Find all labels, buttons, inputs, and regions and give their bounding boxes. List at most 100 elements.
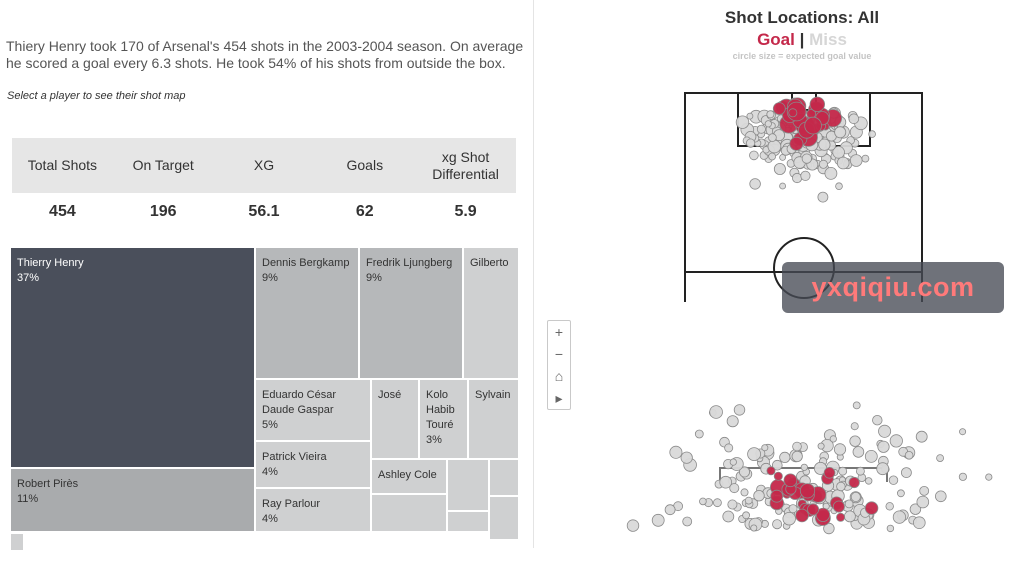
- treemap-tile[interactable]: [372, 495, 446, 531]
- miss-shot: [651, 513, 665, 527]
- treemap-tile-kolo-habib-tour-[interactable]: Kolo Habib Touré 3%: [420, 380, 467, 458]
- goal-shot: [823, 466, 836, 479]
- legend-miss[interactable]: Miss: [809, 30, 847, 49]
- goal-shot: [799, 483, 816, 499]
- stat-value-on-target: 196: [149, 203, 177, 220]
- zoom-out-button[interactable]: −: [554, 346, 564, 362]
- miss-shot: [959, 428, 967, 436]
- tile-share: 37%: [17, 272, 40, 284]
- miss-shot: [729, 483, 740, 494]
- miss-shot: [868, 130, 876, 138]
- miss-shot: [861, 154, 870, 163]
- miss-shot: [818, 159, 828, 169]
- stat-value-xg-differential: 5.9: [454, 203, 477, 220]
- miss-shot: [738, 466, 750, 478]
- tile-share: 4%: [262, 466, 278, 478]
- miss-shot: [878, 424, 892, 438]
- panel-divider: [533, 0, 534, 548]
- miss-shot: [727, 499, 738, 510]
- treemap-tile-jos-[interactable]: José: [372, 380, 418, 458]
- tile-share: 9%: [366, 272, 382, 284]
- miss-shot: [888, 475, 899, 485]
- miss-shot: [849, 154, 863, 167]
- miss-shot: [934, 490, 947, 503]
- miss-shot: [768, 152, 777, 161]
- treemap-tile[interactable]: [448, 460, 488, 510]
- miss-shot: [800, 170, 811, 181]
- miss-shot: [680, 451, 693, 464]
- miss-shot: [834, 126, 847, 139]
- goal-shot: [848, 476, 860, 489]
- miss-shot: [817, 191, 829, 203]
- stat-label-on-target: On Target: [132, 157, 194, 173]
- goal-shot: [789, 136, 804, 151]
- treemap-tile-ashley-cole[interactable]: Ashley Cole: [372, 460, 446, 493]
- zoom-in-button[interactable]: +: [554, 324, 564, 340]
- goal-shot: [815, 507, 831, 522]
- treemap-tile[interactable]: [490, 523, 518, 539]
- treemap-tile-dennis-bergkamp[interactable]: Dennis Bergkamp 9%: [256, 248, 358, 378]
- treemap-tile-eduardo-c-sar-daude-gaspar[interactable]: Eduardo César Daude Gaspar 5%: [256, 380, 370, 440]
- treemap-tile-sylvain[interactable]: Sylvain: [469, 380, 518, 458]
- treemap-tile-fredrik-ljungberg[interactable]: Fredrik Ljungberg 9%: [360, 248, 462, 378]
- tile-player-name: Eduardo César Daude Gaspar: [262, 389, 336, 416]
- chart-title: Shot Locations: All: [724, 8, 880, 27]
- tile-player-name: Patrick Vieira: [262, 451, 327, 463]
- stats-values: 454 196 56.1 62 5.9: [12, 203, 516, 227]
- select-hint: Select a player to see their shot map: [7, 90, 186, 102]
- goal-shots: [766, 96, 879, 526]
- miss-shot: [664, 504, 676, 516]
- miss-shot: [835, 182, 843, 190]
- stat-label-goals: Goals: [346, 157, 384, 173]
- pitch-outline: [684, 92, 923, 302]
- miss-shot: [747, 447, 762, 462]
- treemap-tile-ray-parlour[interactable]: Ray Parlour 4%: [256, 489, 370, 531]
- miss-shot: [850, 491, 861, 502]
- miss-shot: [744, 496, 753, 505]
- miss-shot: [818, 138, 831, 151]
- miss-shot: [800, 463, 808, 471]
- miss-shot: [779, 451, 791, 463]
- watermark: yxqiqiu.com: [782, 262, 1004, 313]
- goal-shot: [772, 102, 786, 115]
- legend-separator: |: [799, 30, 805, 49]
- goal-shot: [773, 471, 783, 481]
- treemap-tile-robert-pir-s[interactable]: Robert Pirès 11%: [11, 469, 254, 531]
- miss-shot: [726, 415, 739, 428]
- miss-shot: [985, 473, 993, 481]
- treemap-tile[interactable]: [490, 460, 518, 495]
- miss-shot: [735, 115, 750, 129]
- treemap-tile-thierry-henry[interactable]: Thierry Henry 37%: [11, 248, 254, 467]
- tile-player-name: Kolo Habib Touré: [426, 389, 455, 431]
- miss-shot: [886, 524, 895, 533]
- treemap-tile-gilberto[interactable]: Gilberto: [464, 248, 518, 378]
- treemap-tile-patrick-vieira[interactable]: Patrick Vieira 4%: [256, 442, 370, 487]
- goal-shot: [809, 96, 826, 113]
- miss-shot: [824, 167, 838, 180]
- miss-shot: [746, 112, 754, 120]
- miss-shot: [872, 415, 883, 426]
- treemap-tile[interactable]: [11, 534, 23, 550]
- goal-shot: [795, 508, 809, 523]
- goal-shot: [832, 500, 845, 513]
- miss-shot: [936, 454, 945, 463]
- home-icon[interactable]: ⌂: [554, 368, 564, 384]
- stat-label-total-shots: Total Shots: [27, 157, 98, 173]
- legend-goal[interactable]: Goal: [757, 30, 795, 49]
- miss-shot: [850, 422, 859, 431]
- goal-shot: [788, 108, 798, 118]
- shot-map: [626, 92, 993, 535]
- tile-share: 5%: [262, 419, 278, 431]
- stat-value-goals: 62: [355, 203, 374, 220]
- miss-shot: [958, 472, 967, 481]
- goal-shot: [807, 503, 820, 516]
- expand-icon[interactable]: ▸: [555, 389, 563, 406]
- goal-shot: [804, 116, 822, 135]
- miss-shot: [792, 172, 803, 184]
- tile-player-name: Dennis Bergkamp: [262, 257, 350, 269]
- treemap-tile[interactable]: [490, 497, 518, 513]
- treemap-tile[interactable]: [448, 512, 488, 531]
- miss-shot: [779, 182, 787, 190]
- miss-shot: [764, 120, 772, 128]
